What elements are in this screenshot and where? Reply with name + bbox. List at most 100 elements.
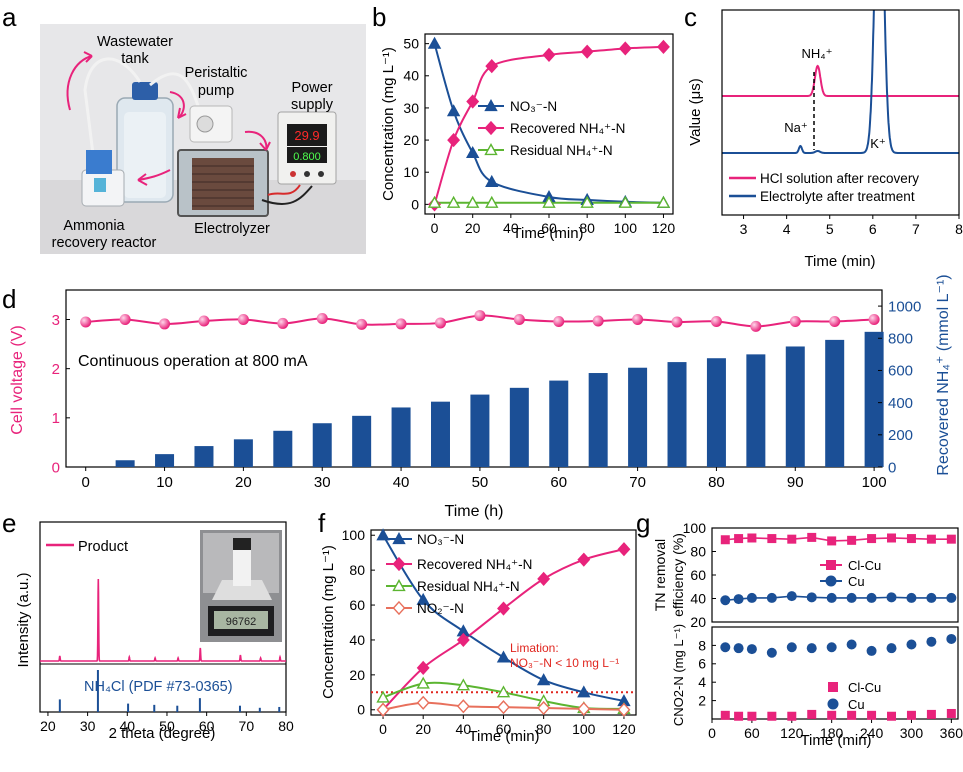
chart-d-voltage-point-25h bbox=[277, 317, 289, 329]
chart-d-bar-80h bbox=[706, 358, 726, 467]
label-reactor-1: Ammonia bbox=[63, 218, 125, 234]
chart-b-x-ticklabel-60: 60 bbox=[541, 220, 557, 236]
chart-g-ytop-ticklabel-80: 80 bbox=[690, 543, 706, 559]
chart-g-bottom-markers bbox=[720, 633, 957, 721]
chart-g-bottom-point-clcu-60 bbox=[747, 711, 757, 721]
tube-1 bbox=[83, 57, 142, 171]
chart-f-point-no2-120 bbox=[617, 702, 631, 717]
legend-b-recovered-label: Recovered NH₄⁺-N bbox=[510, 121, 625, 136]
chart-b-point-no3-30 bbox=[485, 174, 499, 187]
chart-g-top-point-clcu-150 bbox=[807, 532, 817, 542]
chart-g-bottom-point-clcu-90 bbox=[767, 711, 777, 721]
chart-g-top-point-cu-210 bbox=[846, 592, 857, 603]
chart-f-point-no2-20 bbox=[416, 695, 430, 710]
label-power-2: supply bbox=[291, 97, 334, 113]
chart-d-bar-20h bbox=[233, 439, 253, 467]
chart-c-line-hcl bbox=[722, 64, 959, 97]
chart-g-x-ticklabel-240: 240 bbox=[860, 725, 884, 741]
chart-c-frame bbox=[721, 9, 960, 216]
chart-d-voltage-point-30h bbox=[316, 313, 328, 325]
panel-label-c: c bbox=[684, 2, 697, 32]
lgf3-marker bbox=[392, 600, 406, 616]
photo-a: 29.9 0.800 Wastewater tank Peristaltic p… bbox=[40, 24, 366, 254]
panel-label-f: f bbox=[318, 508, 326, 538]
reactor-liquid bbox=[94, 178, 106, 192]
chart-g-bottom-point-clcu-120 bbox=[787, 711, 797, 721]
chart-d-x-ticklabel-60: 60 bbox=[550, 474, 567, 491]
chart-f-point-recovered-100 bbox=[577, 552, 591, 567]
chart-g-top-point-clcu-330 bbox=[926, 534, 936, 544]
chart-c-legend: HCl solution after recovery Electrolyte … bbox=[729, 171, 919, 204]
chart-g-top-line-clcu bbox=[725, 536, 952, 542]
chart-b-x-ticklabel-40: 40 bbox=[503, 220, 519, 236]
chart-b-y-ticklabel-50: 50 bbox=[403, 36, 419, 52]
lgf1-marker bbox=[392, 556, 406, 572]
chart-d-x-ticklabel-50: 50 bbox=[472, 474, 489, 491]
chart-f-point-recovered-120 bbox=[617, 542, 631, 557]
chart-d-x-ticklabel-30: 30 bbox=[314, 474, 331, 491]
chart-f-point-no2-40 bbox=[456, 699, 470, 714]
chart-g-top-ylabel-1: TN removal bbox=[652, 539, 668, 611]
chart-d-x-ticklabel-0: 0 bbox=[82, 474, 90, 491]
chart-g-bottom-point-clcu-270 bbox=[887, 711, 897, 721]
arrow-tank-head bbox=[83, 51, 93, 63]
chart-b-point-residual-20 bbox=[466, 195, 480, 208]
chart-d-bar-60h bbox=[549, 380, 569, 467]
chart-g-top-point-clcu-90 bbox=[767, 534, 777, 544]
chart-d-voltage-point-100h bbox=[868, 314, 880, 325]
chart-d-voltage-point-45h bbox=[434, 317, 446, 329]
annotation-nh4: NH₄⁺ bbox=[802, 46, 833, 61]
chart-c: 3 4 5 6 7 8 NH₄⁺ Na⁺ K⁺ HCl solution after re… bbox=[687, 9, 963, 270]
chart-f-point-no2-60 bbox=[497, 700, 510, 715]
panel-label-g: g bbox=[636, 508, 650, 538]
legend-c-electrolyte-label: Electrolyte after treatment bbox=[760, 189, 915, 204]
chart-d-voltage-point-40h bbox=[395, 318, 407, 330]
chart-d-yright-ticklabel-800: 800 bbox=[888, 331, 913, 348]
chart-g-top-point-cu-150 bbox=[806, 592, 817, 603]
chart-d-axes: 0 10 20 30 40 50 60 70 80 90 100012302004006008001… bbox=[52, 298, 922, 491]
chart-c-x-ticklabel-8: 8 bbox=[955, 221, 963, 237]
chart-d-yright-ticklabel-0: 0 bbox=[888, 459, 896, 476]
chart-b-point-residual-80 bbox=[580, 195, 594, 208]
chart-g-bottom-point-clcu-210 bbox=[847, 710, 857, 720]
chart-d-bar-85h bbox=[746, 354, 766, 467]
chart-d-voltage-point-95h bbox=[829, 315, 841, 327]
chart-d-bar-95h bbox=[825, 339, 845, 467]
chart-e-frame bbox=[39, 521, 287, 713]
chart-c-x-ticklabel-4: 4 bbox=[783, 221, 791, 237]
chart-e-xlabel: 2 theta (degree) bbox=[109, 725, 216, 742]
chart-f-axes: 0 20 40 60 80 100 120 0 20 40 60 80 100 bbox=[342, 527, 636, 737]
legend-b-residual-label: Residual NH₄⁺-N bbox=[510, 143, 613, 158]
wastewater-tank-cap bbox=[132, 82, 158, 100]
chart-e-axes: 20 30 40 50 60 70 80 bbox=[40, 712, 294, 734]
chart-g-bottom-point-cu-120 bbox=[786, 642, 797, 653]
chart-d-ylabel-right: Recovered NH₄⁺ (mmol L⁻¹) bbox=[935, 274, 952, 475]
chart-b-xlabel: Time (min) bbox=[512, 225, 583, 242]
chart-e: 20 30 40 50 60 70 80 Product NH₄Cl (PDF #73-03… bbox=[15, 521, 294, 742]
chart-f-point-no3-80 bbox=[536, 673, 551, 686]
legend-g-top-clcu-label: Cl-Cu bbox=[848, 558, 881, 573]
chart-f-point-recovered-60 bbox=[497, 601, 510, 616]
chart-g-bottom-point-cu-40 bbox=[733, 643, 744, 654]
chart-g-top-line-cu bbox=[725, 595, 952, 602]
chart-f-markers bbox=[376, 528, 631, 717]
chart-f-x-ticklabel-100: 100 bbox=[572, 721, 596, 737]
chart-b-axes: 0 20 40 60 80 100 120 0 10 20 30 40 50 bbox=[403, 36, 675, 236]
chart-g-bottom-point-clcu-180 bbox=[827, 710, 837, 720]
chart-d-bar-35h bbox=[352, 415, 372, 467]
chart-g-ybottom-ticklabel-6: 6 bbox=[698, 656, 706, 672]
chart-b-x-ticklabel-0: 0 bbox=[431, 220, 439, 236]
legend-g-bottom-cu-marker bbox=[827, 698, 839, 710]
chart-d-bar-25h bbox=[273, 430, 293, 467]
red-wire bbox=[267, 184, 301, 196]
chart-d-bars bbox=[115, 331, 884, 467]
chart-f-point-residual-40 bbox=[456, 678, 471, 691]
label-pump-1: Peristaltic bbox=[185, 65, 248, 81]
chart-g-ybottom-ticklabel-4: 4 bbox=[698, 674, 706, 690]
chart-f-point-no3-100 bbox=[577, 685, 591, 698]
legend-b-residual: Residual NH₄⁺-N bbox=[478, 143, 613, 158]
annotation-na: Na⁺ bbox=[784, 120, 807, 135]
chart-f-x-ticklabel-40: 40 bbox=[456, 721, 472, 737]
chart-d-voltage-point-70h bbox=[632, 314, 644, 325]
arrow-reactor-head bbox=[137, 173, 148, 186]
